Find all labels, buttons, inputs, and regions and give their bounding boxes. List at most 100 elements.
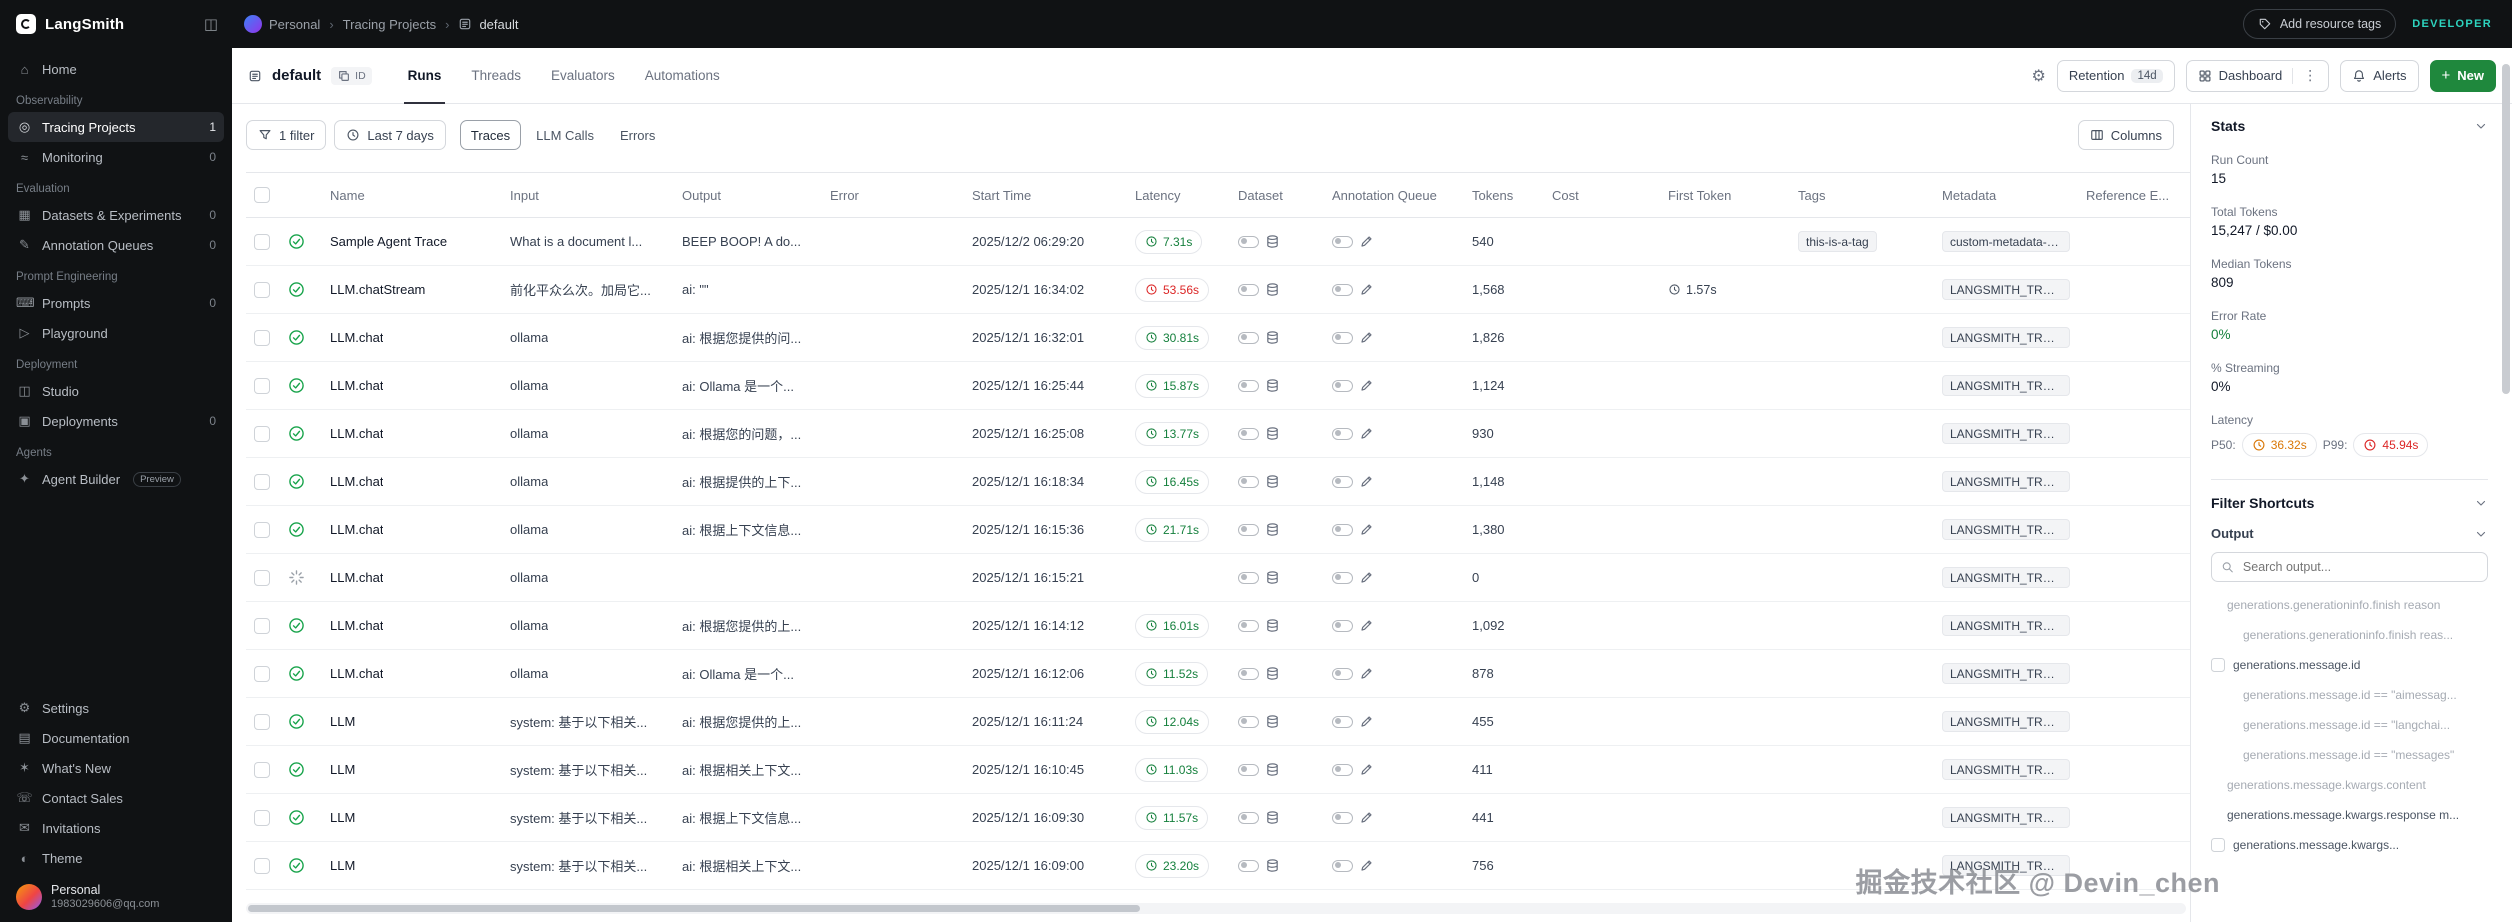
- add-to-annotation-queue-icon[interactable]: [1359, 570, 1374, 585]
- annotation-queue-toggle[interactable]: [1332, 379, 1353, 392]
- dashboard-button[interactable]: Dashboard ⋮: [2185, 59, 2330, 92]
- shortcut-checkbox[interactable]: [2211, 838, 2225, 852]
- sidebar-item-documentation[interactable]: ▤ Documentation: [8, 723, 224, 753]
- sidebar-item-contact-sales[interactable]: ☏ Contact Sales: [16, 790, 123, 806]
- sidebar-item-playground[interactable]: ▷ Playground: [8, 318, 224, 348]
- add-resource-tags-button[interactable]: Add resource tags: [2242, 9, 2397, 39]
- table-row[interactable]: LLM.chat ollama ai: Ollama 是一个... 2025/12/1…: [246, 650, 2190, 698]
- annotation-queue-toggle[interactable]: [1332, 619, 1353, 632]
- add-to-annotation-queue-icon[interactable]: [1359, 234, 1374, 249]
- run-name[interactable]: LLM.chat: [330, 330, 384, 345]
- sidebar-item-prompts[interactable]: ⌨ Prompts 0: [16, 295, 216, 311]
- row-checkbox[interactable]: [254, 713, 270, 730]
- sidebar-collapse-icon[interactable]: ◫: [203, 16, 218, 33]
- sidebar-item-studio[interactable]: ◫ Studio: [8, 376, 224, 406]
- annotation-queue-toggle[interactable]: [1332, 667, 1353, 680]
- sidebar-item-agent-builder[interactable]: ✦ Agent Builder Preview: [8, 464, 224, 494]
- sidebar-item-deployments[interactable]: ▣ Deployments 0: [8, 406, 224, 436]
- add-to-dataset-icon[interactable]: [1265, 714, 1280, 729]
- table-row[interactable]: LLM.chat ollama ai: 根据提供的上下... 2025/12/1 16…: [246, 458, 2190, 506]
- run-name[interactable]: LLM.chat: [330, 618, 384, 633]
- add-to-annotation-queue-icon[interactable]: [1359, 474, 1374, 489]
- add-to-dataset-icon[interactable]: [1265, 282, 1280, 297]
- add-to-dataset-icon[interactable]: [1265, 570, 1280, 585]
- column-header-first-token[interactable]: First Token: [1668, 187, 1732, 203]
- row-checkbox[interactable]: [254, 281, 270, 298]
- view-traces[interactable]: Traces: [459, 120, 522, 150]
- sidebar-item-monitoring[interactable]: ≈ Monitoring 0: [8, 142, 224, 172]
- table-row[interactable]: [246, 890, 2190, 896]
- column-header-input[interactable]: Input: [510, 187, 539, 203]
- chevron-down-icon[interactable]: [2474, 496, 2488, 510]
- retention-button[interactable]: Retention 14d: [2056, 59, 2175, 92]
- time-range-chip[interactable]: Last 7 days: [334, 120, 446, 150]
- add-to-dataset-icon[interactable]: [1265, 858, 1280, 873]
- run-name[interactable]: LLM: [330, 858, 356, 873]
- vertical-scrollbar-thumb[interactable]: [2502, 64, 2510, 394]
- sidebar-item-annotation-queues[interactable]: ✎ Annotation Queues 0: [8, 230, 224, 260]
- alerts-button[interactable]: Alerts: [2340, 59, 2419, 92]
- tab-runs[interactable]: Runs: [403, 48, 446, 104]
- view-llm-calls[interactable]: LLM Calls: [525, 120, 605, 150]
- tab-threads[interactable]: Threads: [471, 48, 521, 103]
- sidebar-item-what-s-new[interactable]: ✶ What's New: [8, 753, 224, 783]
- table-row[interactable]: LLM.chat ollama ai: 根据您提供的上... 2025/12/1 16…: [246, 602, 2190, 650]
- add-to-annotation-queue-icon[interactable]: [1359, 762, 1374, 777]
- kebab-menu-icon[interactable]: ⋮: [2303, 67, 2318, 83]
- add-to-annotation-queue-icon[interactable]: [1359, 282, 1374, 297]
- column-header-metadata[interactable]: Metadata: [1942, 187, 1997, 203]
- table-row[interactable]: LLM system: 基于以下相关... ai: 根据您提供的上... 2025/1…: [246, 698, 2190, 746]
- row-checkbox[interactable]: [254, 329, 270, 346]
- dataset-toggle[interactable]: [1238, 331, 1259, 344]
- table-row[interactable]: LLM.chatStream 前化平众么次。加局它... ai: "" 2025/12…: [246, 266, 2190, 314]
- add-to-annotation-queue-icon[interactable]: [1359, 666, 1374, 681]
- output-group-header[interactable]: Output: [2211, 526, 2488, 541]
- filter-shortcut-item[interactable]: generations.message.id == "messages": [2243, 748, 2455, 762]
- account[interactable]: Personal 1983029606@qq.com: [8, 873, 224, 910]
- sidebar-item-tracing-projects[interactable]: ◎ Tracing Projects 1: [8, 112, 224, 142]
- filter-shortcut-item[interactable]: generations.message.kwargs...: [2211, 830, 2488, 860]
- row-checkbox[interactable]: [254, 761, 270, 778]
- horizontal-scrollbar[interactable]: [246, 903, 2186, 914]
- add-to-annotation-queue-icon[interactable]: [1359, 618, 1374, 633]
- row-checkbox[interactable]: [254, 425, 270, 442]
- id-chip[interactable]: ID: [331, 66, 372, 85]
- sidebar-item-settings[interactable]: ⚙ Settings: [8, 693, 224, 723]
- run-name[interactable]: LLM.chat: [330, 522, 384, 537]
- annotation-queue-toggle[interactable]: [1332, 475, 1353, 488]
- add-to-annotation-queue-icon[interactable]: [1359, 522, 1374, 537]
- dataset-toggle[interactable]: [1238, 523, 1259, 536]
- column-header-reference-e[interactable]: Reference E...: [2086, 187, 2170, 203]
- run-name[interactable]: LLM.chat: [330, 426, 384, 441]
- dataset-toggle[interactable]: [1238, 667, 1259, 680]
- table-row[interactable]: LLM system: 基于以下相关... ai: 根据相关上下文... 2025/1…: [246, 842, 2190, 890]
- column-header-tokens[interactable]: Tokens: [1472, 187, 1514, 203]
- annotation-queue-toggle[interactable]: [1332, 859, 1353, 872]
- annotation-queue-toggle[interactable]: [1332, 811, 1353, 824]
- breadcrumb-item-tracing-projects[interactable]: Tracing Projects: [342, 16, 437, 32]
- add-to-dataset-icon[interactable]: [1265, 618, 1280, 633]
- add-to-annotation-queue-icon[interactable]: [1359, 426, 1374, 441]
- horizontal-scrollbar-thumb[interactable]: [248, 905, 1141, 912]
- run-name[interactable]: LLM: [330, 714, 356, 729]
- filter-shortcut-item[interactable]: generations.message.id: [2211, 650, 2488, 680]
- columns-button[interactable]: Columns: [2077, 120, 2174, 150]
- filter-count-chip[interactable]: 1 filter: [246, 120, 327, 150]
- dataset-toggle[interactable]: [1238, 763, 1259, 776]
- filter-shortcut-item[interactable]: generations.generationinfo.finish reason: [2227, 598, 2441, 612]
- dataset-toggle[interactable]: [1238, 427, 1259, 440]
- annotation-queue-toggle[interactable]: [1332, 331, 1353, 344]
- filter-shortcut-item[interactable]: generations.generationinfo.finish reas..…: [2243, 628, 2454, 642]
- column-header-latency[interactable]: Latency: [1135, 187, 1181, 203]
- column-header-error[interactable]: Error: [830, 187, 859, 203]
- add-to-annotation-queue-icon[interactable]: [1359, 378, 1374, 393]
- annotation-queue-toggle[interactable]: [1332, 427, 1353, 440]
- dataset-toggle[interactable]: [1238, 811, 1259, 824]
- row-checkbox[interactable]: [254, 521, 270, 538]
- breadcrumb-item-personal[interactable]: Personal: [244, 15, 320, 33]
- view-errors[interactable]: Errors: [609, 120, 666, 150]
- table-row[interactable]: LLM system: 基于以下相关... ai: 根据相关上下文... 2025/1…: [246, 746, 2190, 794]
- chevron-down-icon[interactable]: [2474, 119, 2488, 133]
- column-header-tags[interactable]: Tags: [1798, 187, 1826, 203]
- row-checkbox[interactable]: [254, 809, 270, 826]
